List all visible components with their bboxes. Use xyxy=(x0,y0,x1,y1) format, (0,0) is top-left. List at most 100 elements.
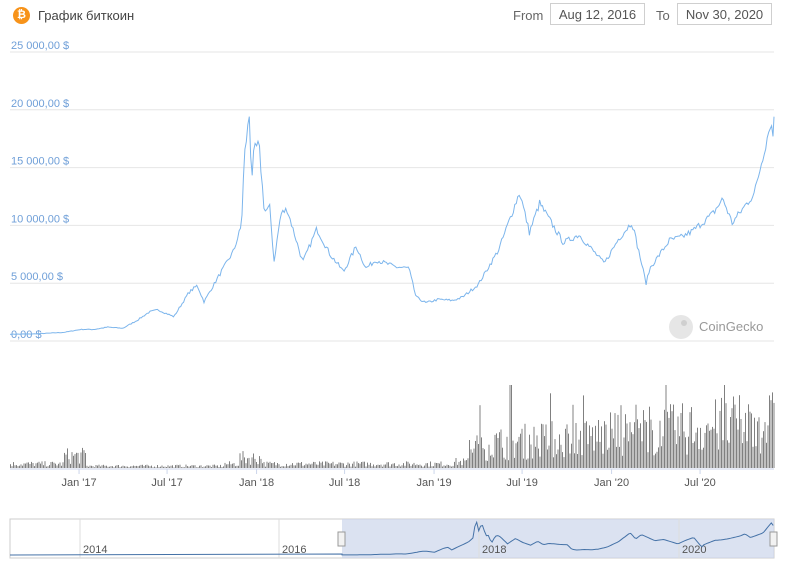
volume-bar xyxy=(736,418,737,468)
volume-bar xyxy=(320,462,322,468)
volume-bar xyxy=(547,449,548,468)
volume-bar xyxy=(251,457,253,468)
volume-bar xyxy=(476,435,478,468)
volume-bar xyxy=(454,461,455,468)
volume-bar xyxy=(386,462,388,468)
volume-bar xyxy=(431,466,433,468)
from-date-input[interactable]: Aug 12, 2016 xyxy=(550,3,645,25)
volume-bar xyxy=(769,395,770,468)
volume-bar xyxy=(770,400,772,468)
volume-bar xyxy=(34,466,35,468)
volume-bar xyxy=(313,461,314,468)
volume-bar xyxy=(646,421,647,468)
volume-bar xyxy=(203,466,205,468)
volume-bar xyxy=(464,460,466,468)
volume-bar xyxy=(163,466,164,468)
volume-bar xyxy=(344,466,346,468)
volume-bar xyxy=(587,444,589,468)
volume-bar xyxy=(680,413,682,468)
volume-bar xyxy=(422,466,424,468)
volume-bar xyxy=(380,464,382,468)
volume-bar xyxy=(743,432,745,468)
volume-bar xyxy=(92,466,94,468)
volume-bar xyxy=(533,426,535,468)
volume-bar xyxy=(11,466,13,468)
volume-bar xyxy=(434,462,436,468)
volume-bar xyxy=(560,444,562,468)
volume-bar xyxy=(592,427,593,468)
volume-bar xyxy=(667,411,668,468)
volume-bar xyxy=(494,434,496,468)
volume-bar xyxy=(190,465,191,468)
volume-bar xyxy=(293,465,295,468)
volume-bar xyxy=(158,467,160,468)
volume-bar xyxy=(347,462,349,468)
navigator-tick-label: 2020 xyxy=(682,544,706,556)
volume-bar xyxy=(175,465,176,468)
volume-bar xyxy=(262,463,263,468)
volume-bar xyxy=(605,424,607,468)
volume-bar xyxy=(419,464,421,468)
volume-bar xyxy=(85,453,86,468)
volume-bar xyxy=(473,448,475,468)
volume-bar xyxy=(338,462,340,468)
navigator-selection[interactable] xyxy=(342,519,774,558)
volume-bar xyxy=(226,464,227,468)
price-line[interactable] xyxy=(9,116,775,335)
volume-bar xyxy=(121,466,122,468)
volume-bar xyxy=(583,395,584,468)
volume-bar xyxy=(478,444,479,468)
navigator[interactable]: 2014 2016 2018 2020 xyxy=(9,518,778,559)
y-axis-labels: 0,00 $ 5 000,00 $ 10 000,00 $ 15 000,00 $ 20… xyxy=(11,40,69,341)
volume-bar xyxy=(244,457,245,468)
volume-bar xyxy=(10,464,11,468)
volume-bar xyxy=(574,453,575,468)
volume-bar xyxy=(274,462,275,468)
volume-bar xyxy=(542,424,544,468)
gecko-eye xyxy=(681,320,687,326)
volume-bar xyxy=(362,461,364,468)
to-label: To xyxy=(656,8,670,23)
volume-bar xyxy=(532,458,533,468)
volume-bar xyxy=(343,463,344,468)
volume-bar xyxy=(289,465,290,468)
volume-bar xyxy=(415,465,416,468)
volume-bar xyxy=(296,462,298,468)
volume-bar xyxy=(598,420,599,468)
volume-bar xyxy=(331,463,332,468)
navigator-right-handle[interactable] xyxy=(769,531,778,547)
volume-bar xyxy=(773,402,775,468)
volume-bar xyxy=(17,466,19,468)
volume-bar xyxy=(392,463,394,468)
volume-bar xyxy=(634,422,635,468)
volume-bar xyxy=(584,422,586,468)
volume-bar xyxy=(626,423,628,468)
volume-bar xyxy=(265,466,266,468)
volume-bar xyxy=(481,437,482,468)
volume-bar xyxy=(701,449,703,468)
volume-bar xyxy=(56,465,58,468)
volume-bar xyxy=(664,409,665,468)
volume-bar xyxy=(334,465,335,468)
volume-bar xyxy=(215,465,217,468)
volume-bar xyxy=(256,462,257,468)
volume-bar xyxy=(548,445,550,468)
volume-bar xyxy=(460,460,461,468)
volume-bar xyxy=(292,463,293,468)
volume-bar xyxy=(713,428,715,468)
volume-bar xyxy=(485,460,487,468)
volume-bar xyxy=(391,464,392,468)
volume-bar xyxy=(458,461,460,468)
volume-bar xyxy=(241,460,242,468)
volume-bar xyxy=(32,463,34,468)
navigator-left-handle[interactable] xyxy=(337,531,346,547)
volume-bar xyxy=(242,451,244,468)
volume-bar xyxy=(259,456,260,468)
volume-bar xyxy=(25,463,26,468)
volume-bar xyxy=(400,466,401,468)
volume-bar xyxy=(169,466,170,468)
volume-histogram xyxy=(10,385,775,468)
to-date-input[interactable]: Nov 30, 2020 xyxy=(677,3,772,25)
volume-bar xyxy=(517,441,518,468)
